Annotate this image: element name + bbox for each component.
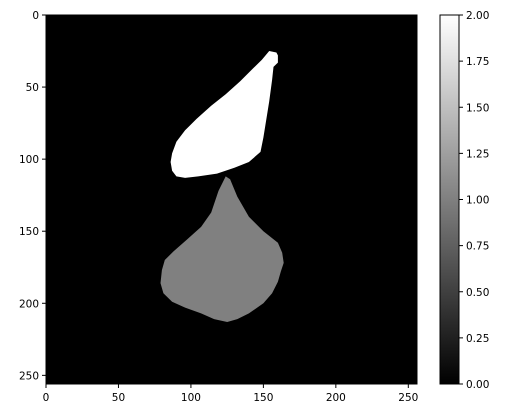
colorbar-tick-label: 0.25 — [466, 333, 489, 345]
colorbar-tick-label: 2.00 — [466, 10, 489, 22]
colorbar-tick-label: 1.50 — [466, 102, 489, 114]
y-tick-label: 250 — [19, 370, 39, 382]
x-tick-label: 0 — [43, 392, 50, 404]
x-tick-label: 100 — [181, 392, 201, 404]
image-frame — [45, 14, 418, 385]
x-axis: 0 50 100 150 200 250 — [43, 384, 418, 404]
y-tick-label: 0 — [32, 10, 39, 22]
y-tick-label: 200 — [19, 298, 39, 310]
regions-layer — [160, 51, 284, 322]
colorbar-tick-label: 1.75 — [466, 56, 489, 68]
y-tick-label: 100 — [19, 154, 39, 166]
x-tick-label: 50 — [112, 392, 125, 404]
y-tick-label: 150 — [19, 226, 39, 238]
colorbar-tick-label: 0.75 — [466, 241, 489, 253]
colorbar-tick-label: 1.25 — [466, 148, 489, 160]
region-value-2 — [170, 51, 278, 178]
y-axis: 0 50 100 150 200 250 — [19, 10, 46, 382]
y-tick-label: 50 — [26, 82, 39, 94]
region-value-1 — [160, 176, 284, 322]
colorbar-tick-label: 0.50 — [466, 287, 489, 299]
x-tick-label: 150 — [253, 392, 273, 404]
colorbar-tick-label: 1.00 — [466, 195, 489, 207]
colorbar-axis: 0.00 0.25 0.50 0.75 1.00 1.25 1.50 1.75 2.00 — [459, 10, 489, 391]
colorbar-tick-label: 0.00 — [466, 379, 489, 391]
colorbar — [439, 14, 460, 385]
x-tick-label: 200 — [326, 392, 346, 404]
x-tick-label: 250 — [398, 392, 418, 404]
